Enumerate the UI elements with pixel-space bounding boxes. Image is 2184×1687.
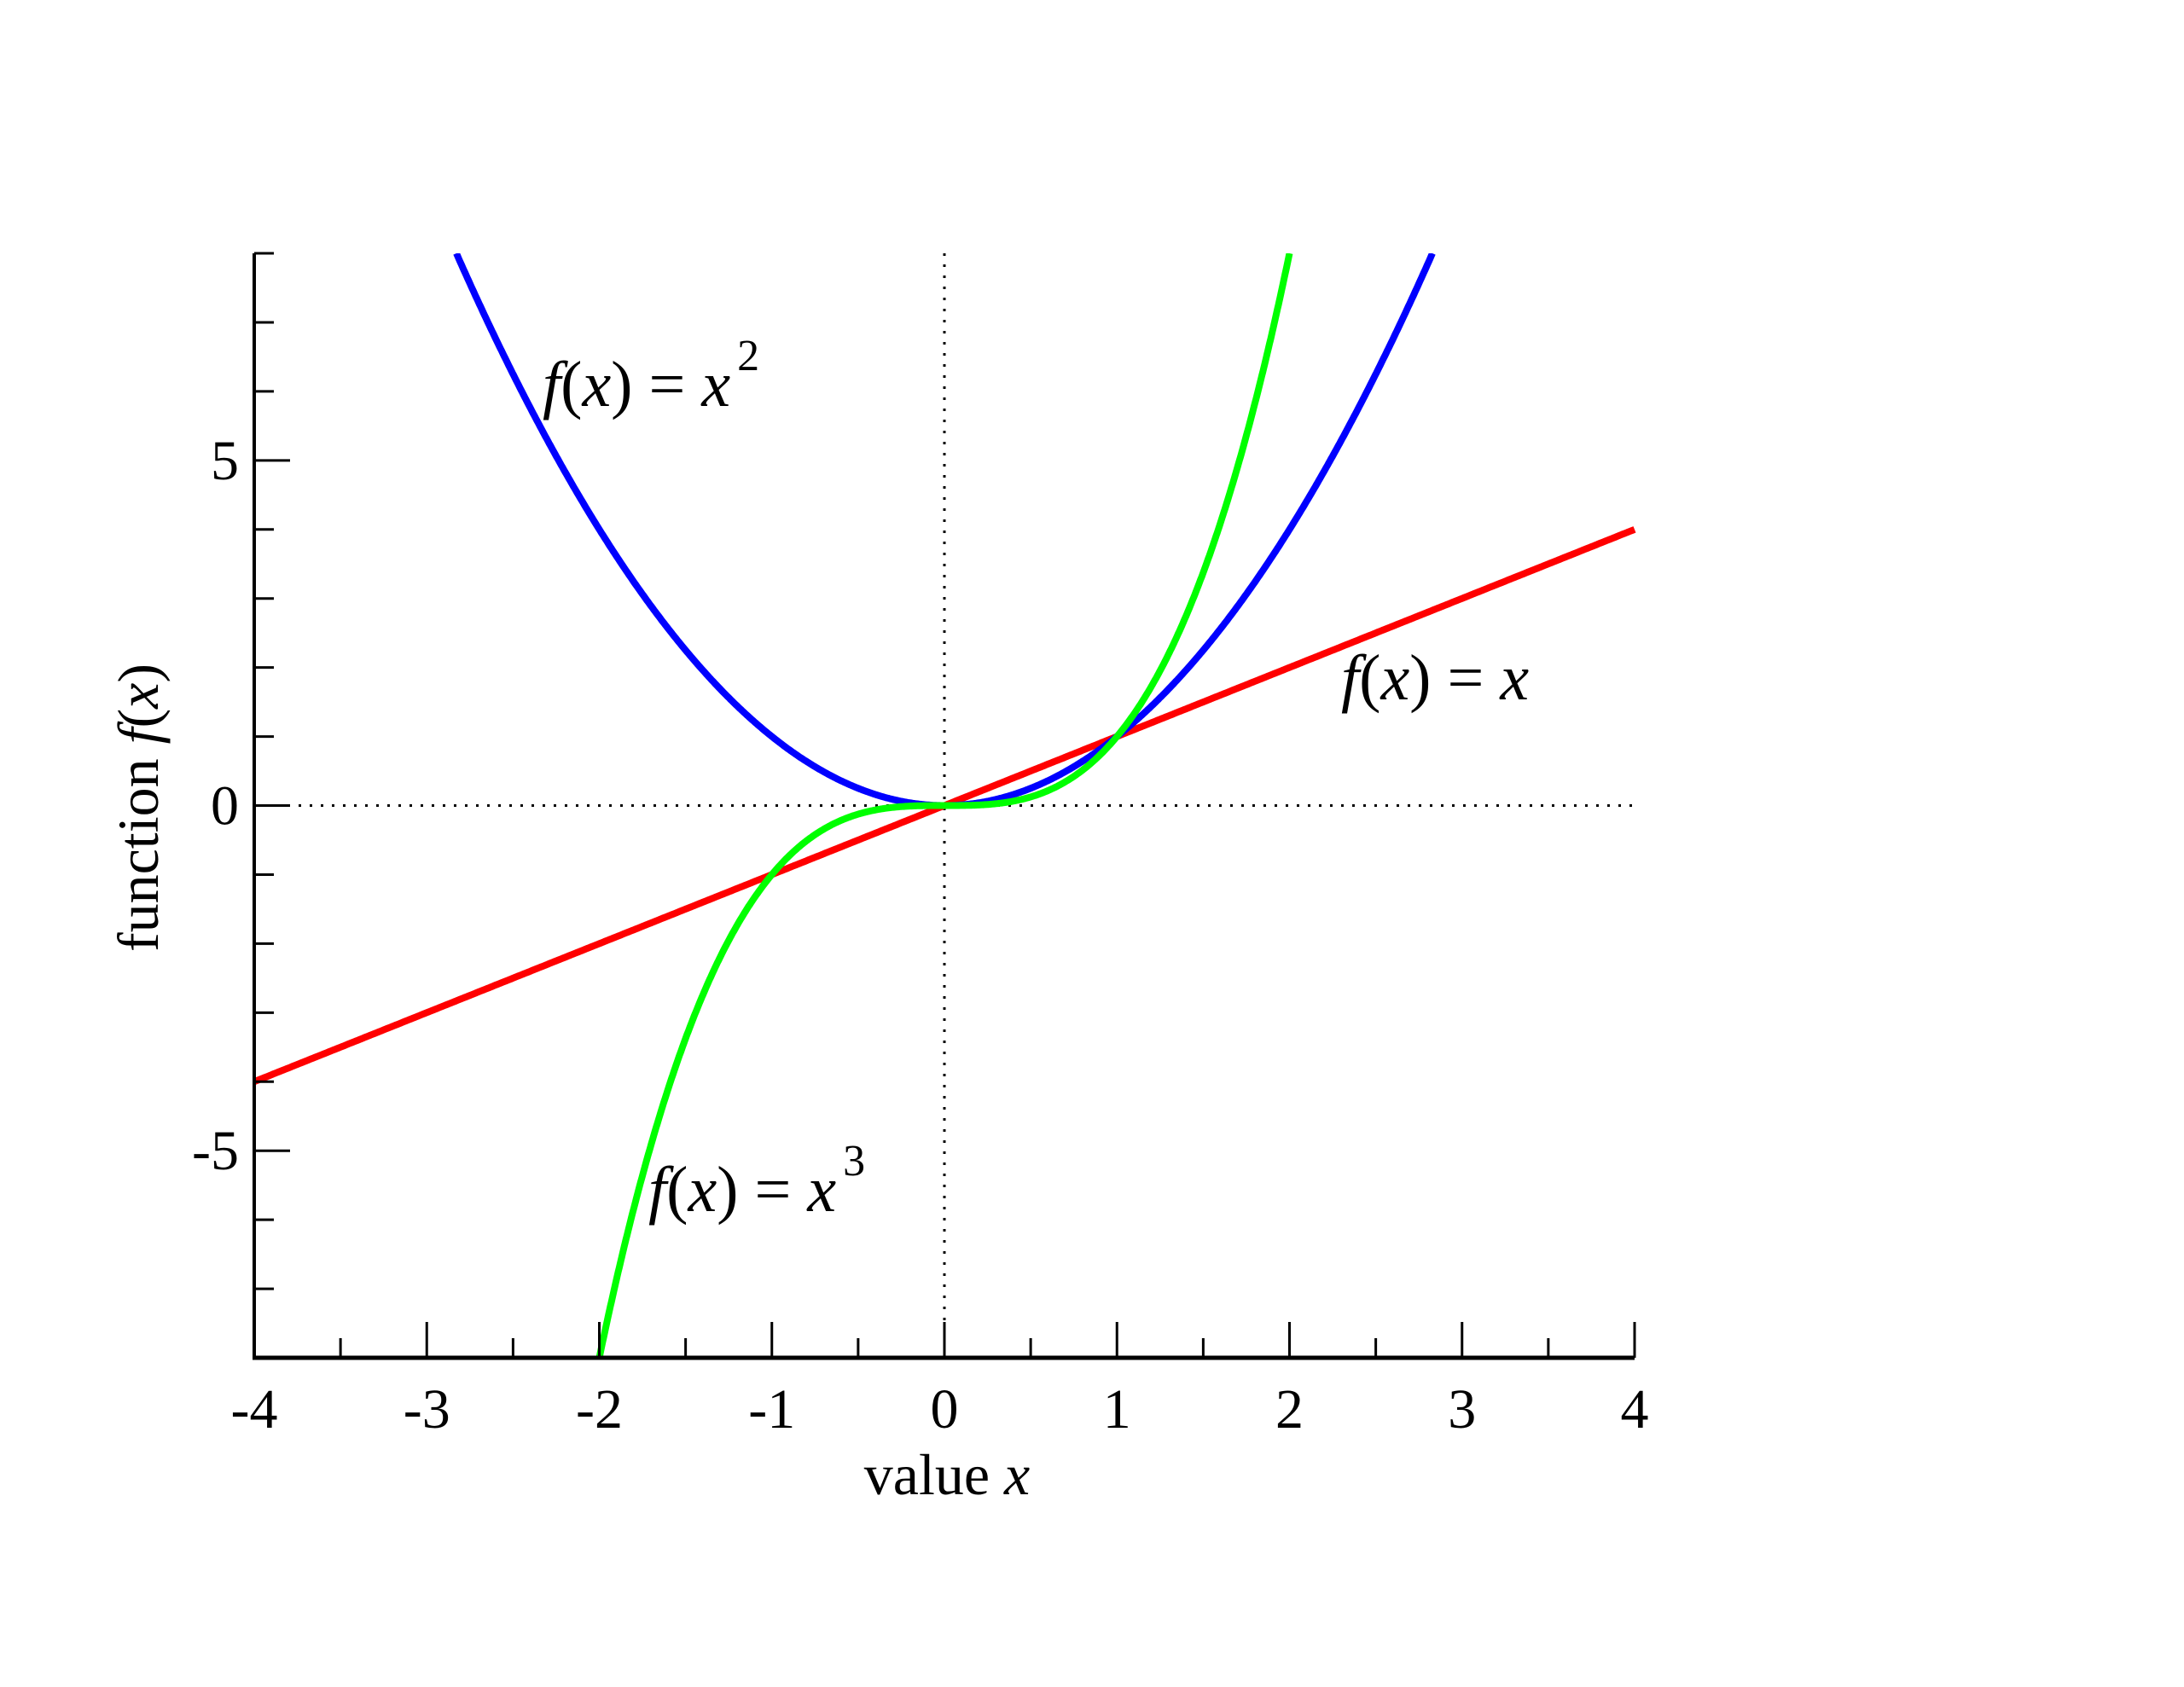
x-tick-label: 3: [1448, 1378, 1476, 1441]
y-tick-label: -5: [192, 1120, 239, 1182]
axes: [253, 252, 1636, 1360]
y-tick-label: 5: [211, 430, 239, 492]
y-axis-label: function f(x): [106, 664, 171, 952]
tick-labels: -4 -3 -2 -1 0 1 2 3 4 -5 0 5: [192, 430, 1648, 1441]
series-line-power-3: [595, 253, 1293, 1359]
y-tick-label: 0: [211, 775, 239, 838]
x-tick-label: -3: [404, 1378, 450, 1441]
x-axis-label: value x: [864, 1442, 1030, 1507]
x-tick-label: 1: [1103, 1378, 1131, 1441]
annotation-linear: f(x) = x: [1341, 642, 1529, 714]
x-tick-label: 0: [931, 1378, 959, 1441]
x-tick-label: 4: [1621, 1378, 1649, 1441]
x-tick-label: -2: [576, 1378, 623, 1441]
x-tick-label: 2: [1275, 1378, 1304, 1441]
curves: [254, 253, 1636, 1359]
x-tick-label: -4: [231, 1378, 278, 1441]
series-line-power-2: [453, 253, 1436, 809]
x-tick-label: -1: [748, 1378, 795, 1441]
